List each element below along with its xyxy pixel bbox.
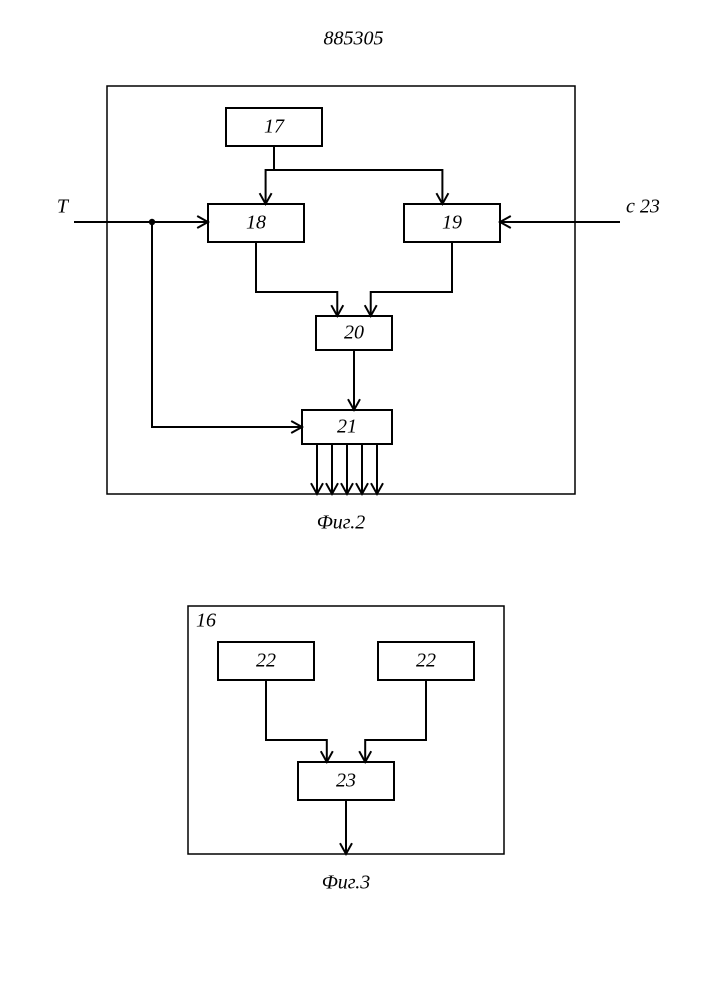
- fig2-block-label-20: 20: [344, 322, 364, 344]
- fig2-wire-17-19: [274, 170, 442, 204]
- fig2-wire-18-20: [256, 242, 337, 316]
- fig3-caption: Фиг.3: [322, 872, 371, 894]
- fig2-wire-T-21: [152, 222, 302, 427]
- fig2-label-c23: с 23: [626, 196, 660, 218]
- fig3-wire-22a-23: [266, 680, 327, 762]
- document-number: 885305: [324, 28, 384, 50]
- fig3-frame-label: 16: [196, 610, 216, 632]
- fig2-wire-17-18: [266, 170, 274, 204]
- fig2-caption: Фиг.2: [317, 512, 366, 534]
- fig2-block-label-18: 18: [246, 212, 266, 234]
- fig2-block-label-17: 17: [264, 116, 285, 138]
- fig2-block-label-21: 21: [337, 416, 357, 438]
- fig2-label-T: T: [57, 196, 70, 218]
- fig3-block-label-b22a: 22: [256, 650, 276, 672]
- fig3-wire-22b-23: [365, 680, 426, 762]
- fig3-block-label-b22b: 22: [416, 650, 436, 672]
- fig3-block-label-b23: 23: [336, 770, 356, 792]
- fig2-block-label-19: 19: [442, 212, 462, 234]
- fig2-wire-19-20: [371, 242, 452, 316]
